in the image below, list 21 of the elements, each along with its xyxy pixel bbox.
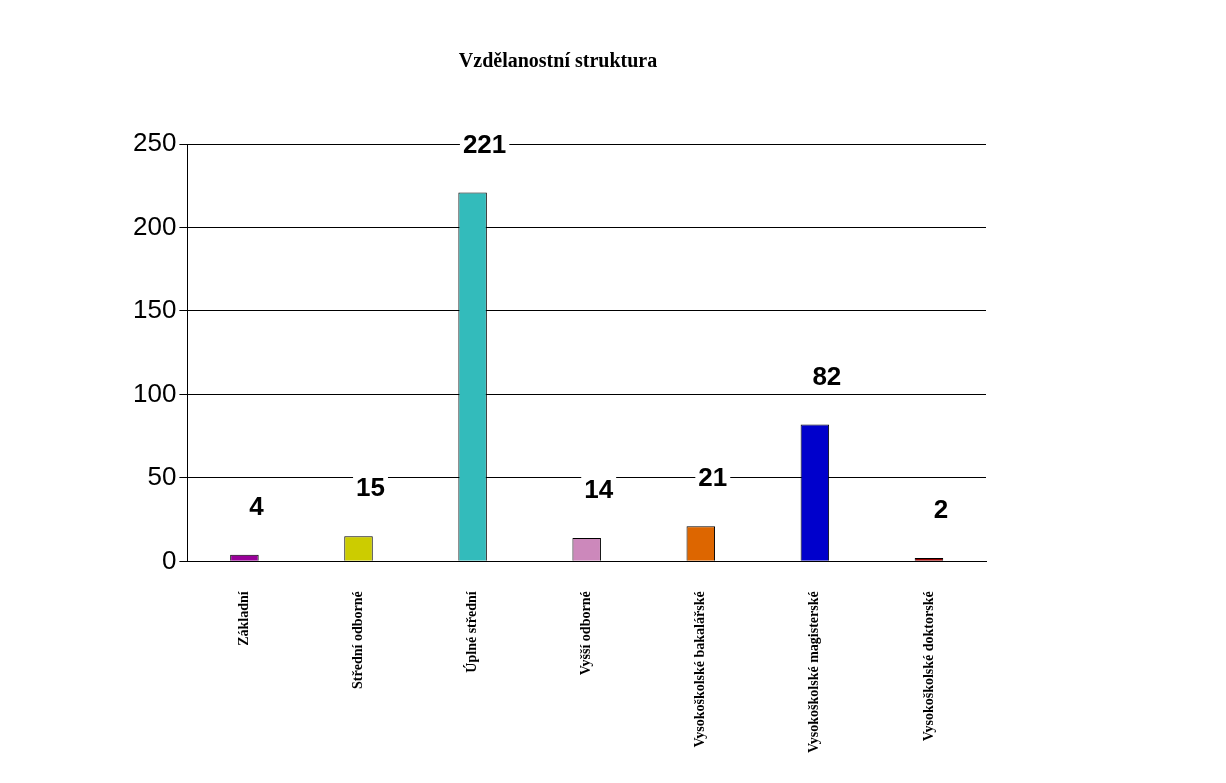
y-tick-label: 200: [132, 210, 177, 241]
data-label: 15: [356, 472, 385, 503]
x-tick-label: Vysokoškolské magisterské: [806, 591, 822, 753]
y-tick-label: 150: [132, 294, 177, 325]
data-label: 4: [249, 490, 265, 521]
data-label: 14: [584, 474, 614, 505]
data-label: 2: [933, 494, 949, 525]
x-tick-label: Vysokoškolské doktorské: [920, 591, 936, 742]
x-tick-label: Úplné střední: [463, 590, 480, 673]
chart-title: Vzdělanostní struktura: [458, 49, 658, 72]
data-label: 221: [462, 128, 507, 159]
y-tick-label: 0: [161, 544, 177, 575]
x-tick-label: Střední odborné: [350, 591, 366, 689]
y-tick-label: 250: [132, 127, 177, 158]
x-tick-label: Vyšší odborné: [578, 591, 594, 676]
x-tick-label: Vysokoškolské bakalářské: [692, 591, 708, 748]
y-tick-label: 100: [132, 377, 177, 408]
data-label: 82: [812, 360, 842, 391]
data-label: 21: [698, 462, 728, 493]
y-tick-label: 50: [147, 461, 177, 492]
x-tick-label: Základní: [236, 590, 252, 646]
